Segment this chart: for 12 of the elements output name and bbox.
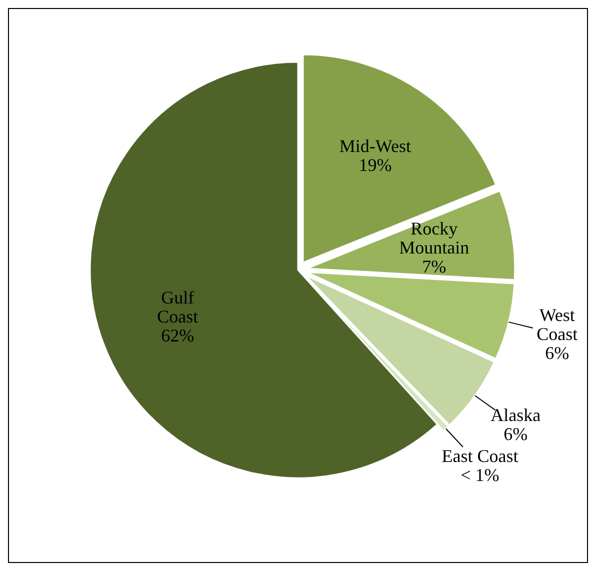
data-label: 19% (358, 155, 392, 176)
slice-label: Rocky Mountain (399, 218, 470, 258)
slice-label: West Coast (536, 305, 578, 344)
slice-label: Alaska (490, 405, 541, 426)
data-label: 62% (161, 325, 194, 346)
slice-label: Mid-West (339, 136, 411, 156)
data-label: 7% (422, 256, 446, 276)
slice-label: Gulf Coast (157, 287, 198, 326)
slice-label: East Coast (442, 446, 518, 466)
data-label: 6% (545, 343, 570, 364)
data-label: < 1% (460, 464, 500, 485)
data-label: 6% (504, 424, 528, 444)
